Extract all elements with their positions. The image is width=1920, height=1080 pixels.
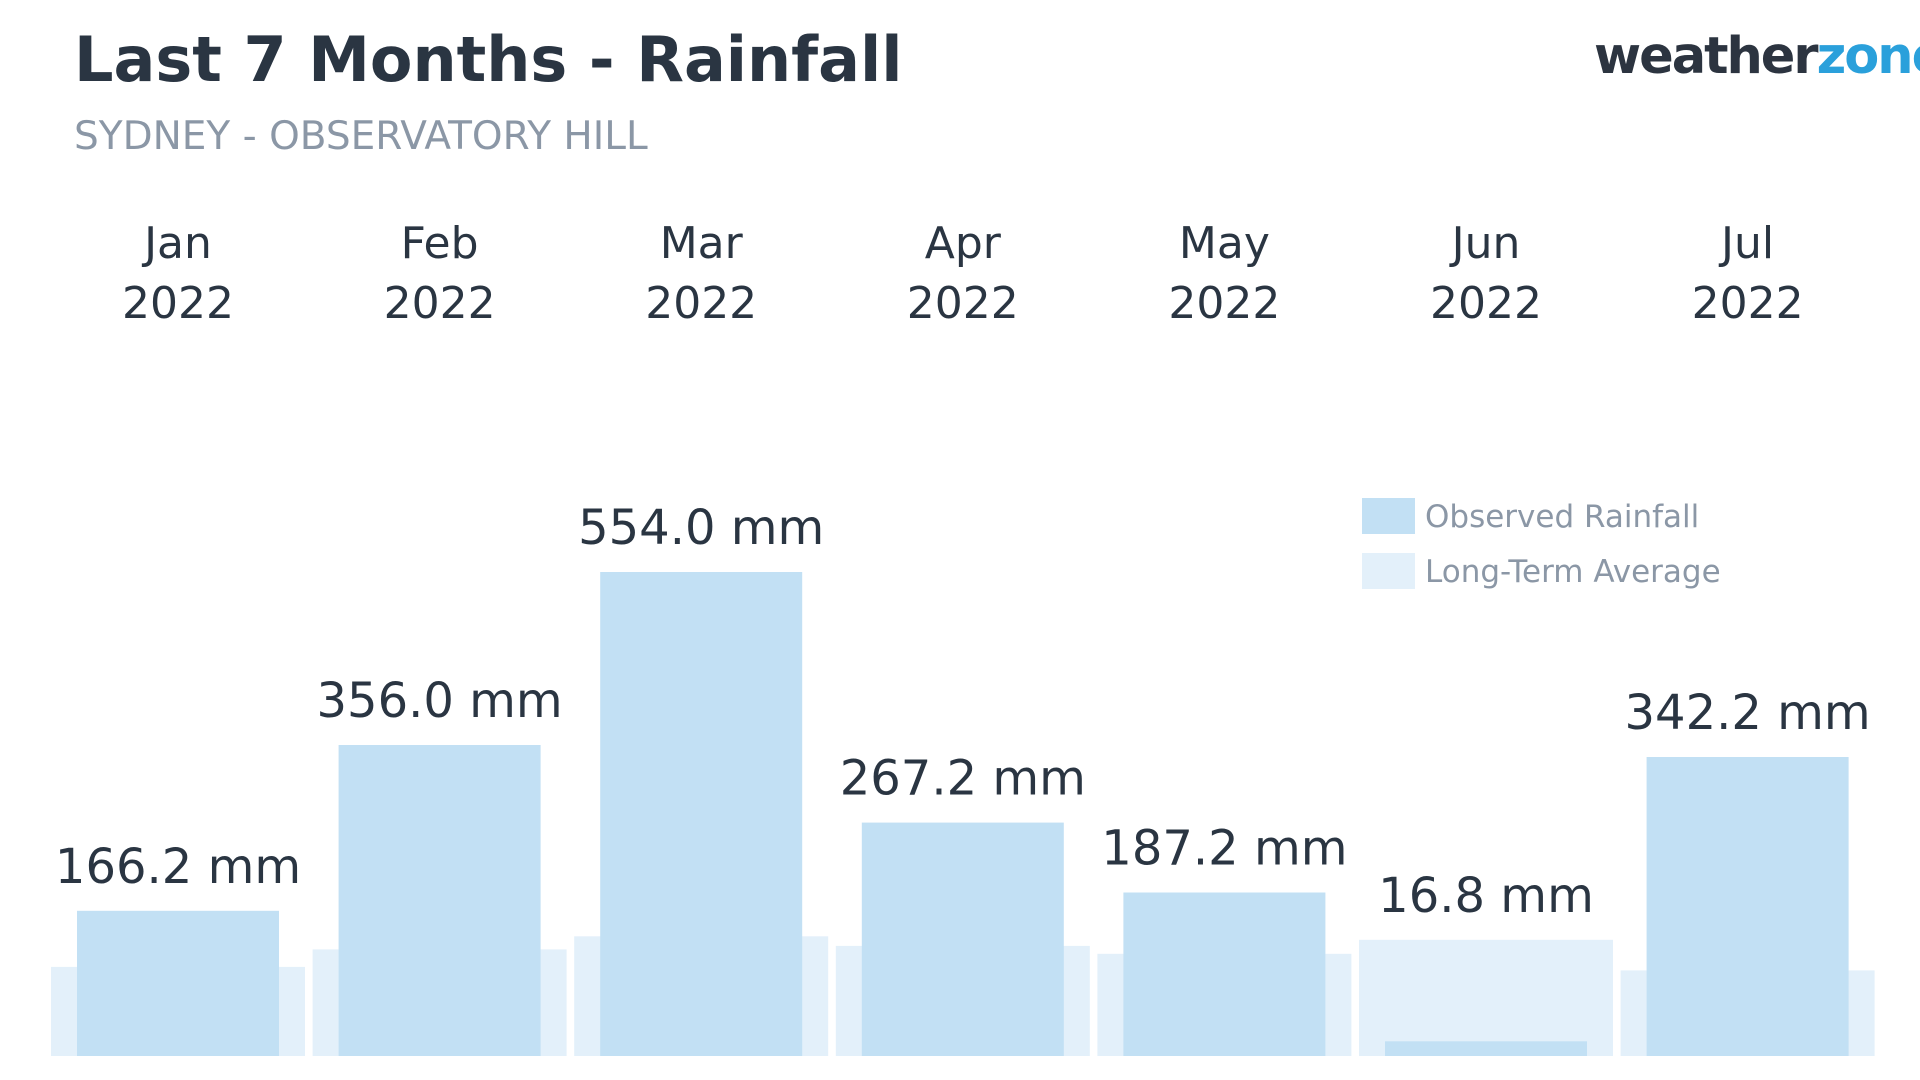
month-label: Jul [1718, 218, 1774, 269]
legend-swatch-observed [1362, 498, 1415, 534]
value-label: 554.0 mm [578, 500, 824, 556]
logo-text-weather: weather [1594, 27, 1819, 86]
legend-label-observed: Observed Rainfall [1425, 499, 1699, 535]
value-labels-layer: 166.2 mm 356.0 mm 554.0 mm 267.2 mm 187.2 mm… [55, 500, 1871, 924]
legend-swatch-average [1362, 553, 1415, 589]
month-label: Apr [925, 218, 1002, 269]
year-label: 2022 [1430, 278, 1542, 329]
value-label: 187.2 mm [1101, 821, 1347, 877]
month-label: Feb [401, 218, 479, 269]
average-bar-jun [1359, 939, 1613, 1056]
value-label: 342.2 mm [1625, 685, 1871, 741]
year-label: 2022 [1692, 278, 1804, 329]
month-label: Jun [1449, 218, 1521, 269]
value-label: 356.0 mm [317, 673, 563, 729]
value-label: 16.8 mm [1378, 868, 1594, 924]
month-labels-layer: Jan 2022 Feb 2022 Mar 2022 Apr 2022 May 2022 Jun 20… [122, 218, 1804, 329]
observed-bar-mar [600, 572, 803, 1056]
observed-bar-jun [1385, 1041, 1587, 1056]
year-label: 2022 [1168, 278, 1280, 329]
chart-subtitle: SYDNEY - OBSERVATORY HILL [74, 114, 648, 159]
observed-bars-layer [77, 572, 1849, 1056]
value-label: 267.2 mm [840, 751, 1086, 807]
year-label: 2022 [122, 278, 234, 329]
observed-bar-apr [861, 822, 1064, 1056]
year-label: 2022 [645, 278, 757, 329]
legend-label-average: Long-Term Average [1425, 554, 1721, 590]
weatherzone-logo: weatherzone° [1594, 22, 1920, 92]
observed-bar-feb [338, 745, 541, 1056]
year-label: 2022 [907, 278, 1019, 329]
chart-title: Last 7 Months - Rainfall [74, 23, 903, 96]
observed-bar-jul [1646, 757, 1849, 1056]
year-label: 2022 [384, 278, 496, 329]
logo-text-zone: zone [1816, 27, 1920, 86]
chart-legend: Observed Rainfall Long-Term Average [1362, 498, 1721, 590]
month-label: May [1179, 218, 1270, 269]
observed-bar-jan [77, 910, 279, 1056]
month-label: Mar [660, 218, 744, 269]
month-label: Jan [141, 218, 212, 269]
observed-bar-may [1123, 892, 1326, 1056]
value-label: 166.2 mm [55, 839, 301, 895]
